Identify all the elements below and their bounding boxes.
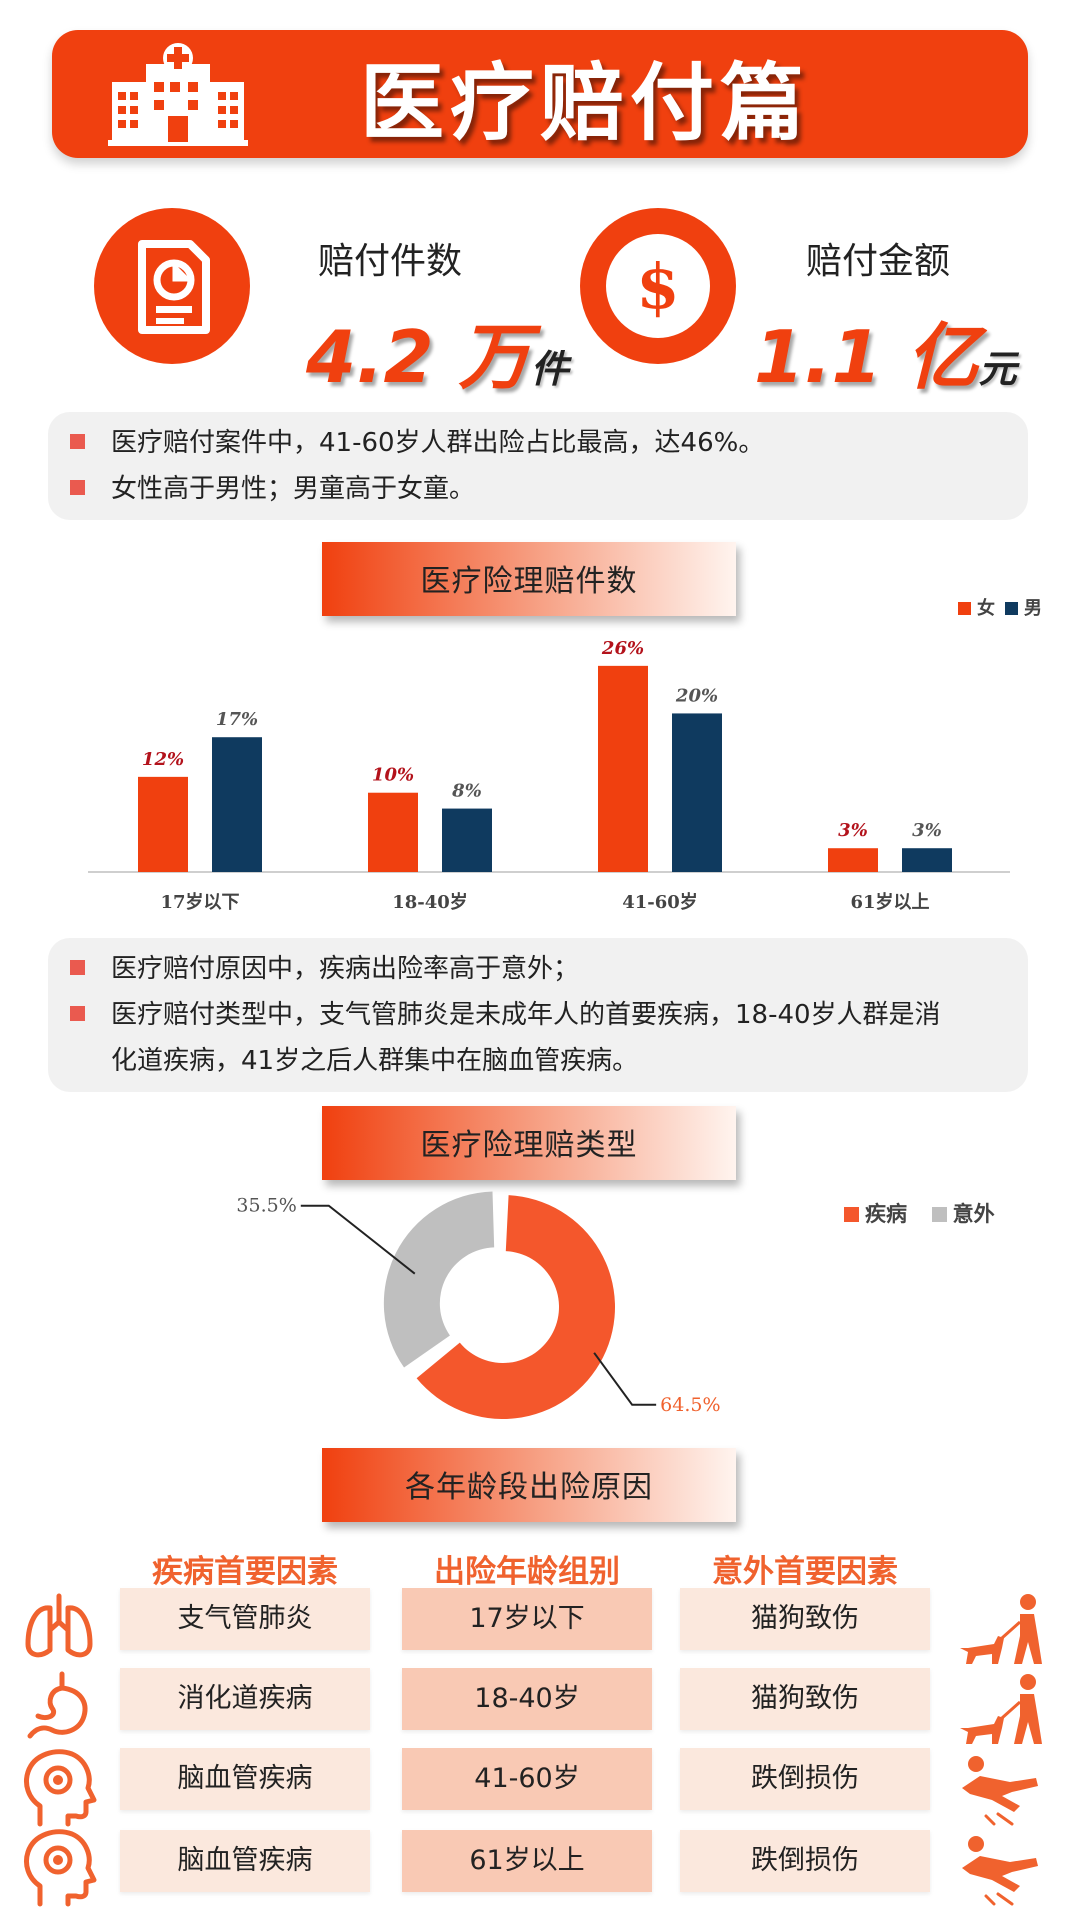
bar-female xyxy=(138,776,188,872)
section-tab-claim-type: 医疗险理赔类型 xyxy=(322,1106,736,1180)
bar-data-label: 26% xyxy=(601,638,644,659)
column-header-disease: 疾病首要因素 xyxy=(152,1554,338,1590)
cell-age-group: 17岁以下 xyxy=(402,1588,652,1650)
bullet-icon xyxy=(70,480,85,495)
note-item: 医疗赔付案件中，41-60岁人群出险占比最高，达46%。 xyxy=(70,420,764,466)
donut-label-accident: 35.5% xyxy=(236,1195,296,1217)
donut-label-disease: 64.5% xyxy=(660,1394,720,1416)
dog-walker-icon xyxy=(958,1592,1044,1668)
section-tab-causes-by-age: 各年龄段出险原因 xyxy=(322,1448,736,1522)
legend-swatch-disease xyxy=(844,1207,859,1222)
cell-accident: 猫狗致伤 xyxy=(680,1668,930,1730)
legend-swatch-accident xyxy=(931,1207,947,1222)
summary-notes-2: 医疗赔付原因中，疾病出险率高于意外； 医疗赔付类型中，支气管肺炎是未成年人的首要… xyxy=(48,938,1028,1092)
cell-disease: 脑血管疾病 xyxy=(120,1830,370,1892)
claims-amount-value: 1.1 亿元 xyxy=(754,315,1017,399)
bullet-icon xyxy=(70,434,85,449)
bar-female xyxy=(598,665,648,872)
bar-data-label: 17% xyxy=(216,709,258,730)
cell-accident: 跌倒损伤 xyxy=(680,1748,930,1810)
bar-chart-claims-by-age: 12% 17% 17岁以下 10% 8% 18-40岁 26% 20% 41-60岁 3% 3% 61… xyxy=(88,638,1010,913)
donut-slice-disease xyxy=(416,1195,615,1419)
donut-legend: 疾病 意外 xyxy=(834,1198,995,1228)
column-header-age: 出险年龄组别 xyxy=(434,1554,620,1590)
note-item: 医疗赔付原因中，疾病出险率高于意外； xyxy=(70,946,579,992)
x-tick-label: 41-60岁 xyxy=(622,891,698,913)
note-item: 女性高于男性；男童高于女童。 xyxy=(70,466,475,512)
legend-label-female: 女 xyxy=(977,598,995,619)
section-tab-claim-count: 医疗险理赔件数 xyxy=(322,542,736,616)
dog-walker-icon xyxy=(958,1672,1044,1748)
document-chart-icon xyxy=(138,240,210,334)
leader-line-disease xyxy=(593,1352,657,1406)
bar-male xyxy=(212,737,262,872)
note-item-continued: 化道疾病，41岁之后人群集中在脑血管疾病。 xyxy=(111,1046,639,1076)
page-title: 医疗赔付篇 xyxy=(360,54,811,152)
bar-male xyxy=(442,808,492,872)
claims-count-badge xyxy=(94,208,250,364)
legend-label-male: 男 xyxy=(1024,598,1042,619)
legend-swatch-male xyxy=(1005,602,1018,615)
x-tick-label: 18-40岁 xyxy=(392,891,468,913)
summary-notes-1: 医疗赔付案件中，41-60岁人群出险占比最高，达46%。 女性高于男性；男童高于… xyxy=(48,412,1028,520)
x-tick-label: 61岁以上 xyxy=(850,891,929,913)
bar-data-label: 3% xyxy=(838,820,868,841)
claims-count-label: 赔付件数 xyxy=(318,241,463,282)
cell-disease: 支气管肺炎 xyxy=(120,1588,370,1650)
bar-legend: 女男 xyxy=(948,594,1042,620)
claims-amount-badge: $ xyxy=(580,208,736,364)
bullet-icon xyxy=(70,1006,85,1021)
hospital-icon xyxy=(108,43,248,146)
cell-disease: 脑血管疾病 xyxy=(120,1748,370,1810)
brain-head-icon xyxy=(18,1824,98,1908)
bar-male xyxy=(902,848,952,872)
falling-person-icon xyxy=(958,1834,1044,1906)
cell-accident: 跌倒损伤 xyxy=(680,1830,930,1892)
bar-data-label: 20% xyxy=(675,685,718,706)
bar-data-label: 10% xyxy=(372,765,414,786)
bar-female xyxy=(828,848,878,872)
section-title: 医疗险理赔件数 xyxy=(420,564,638,599)
cell-age-group: 18-40岁 xyxy=(402,1668,652,1730)
dollar-icon: $ xyxy=(606,234,710,338)
cell-disease: 消化道疾病 xyxy=(120,1668,370,1730)
x-tick-label: 17岁以下 xyxy=(160,891,239,913)
legend-swatch-female xyxy=(958,602,971,615)
bar-male xyxy=(672,713,722,872)
falling-person-icon xyxy=(958,1754,1044,1826)
donut-chart-claim-type: 64.5% 35.5% xyxy=(236,1191,721,1419)
dollar-symbol: $ xyxy=(636,250,679,323)
stomach-icon xyxy=(22,1668,96,1742)
bar-data-label: 12% xyxy=(142,749,184,770)
section-title: 各年龄段出险原因 xyxy=(405,1470,653,1505)
leader-line-accident xyxy=(300,1204,416,1275)
bullet-icon xyxy=(70,960,85,975)
claims-count-value: 4.2 万件 xyxy=(306,315,569,399)
claims-amount-label: 赔付金额 xyxy=(806,241,951,282)
legend-label-disease: 疾病 xyxy=(865,1201,907,1226)
cell-age-group: 61岁以上 xyxy=(402,1830,652,1892)
column-header-accident: 意外首要因素 xyxy=(712,1554,898,1590)
note-item: 医疗赔付类型中，支气管肺炎是未成年人的首要疾病，18-40岁人群是消 xyxy=(70,992,941,1038)
donut-slice-accident xyxy=(383,1191,495,1368)
cell-age-group: 41-60岁 xyxy=(402,1748,652,1810)
brain-head-icon xyxy=(18,1744,98,1828)
section-title: 医疗险理赔类型 xyxy=(420,1128,638,1163)
cell-accident: 猫狗致伤 xyxy=(680,1588,930,1650)
lungs-icon xyxy=(20,1588,98,1666)
bar-data-label: 3% xyxy=(912,820,942,841)
legend-label-accident: 意外 xyxy=(952,1201,995,1226)
bar-data-label: 8% xyxy=(451,781,482,802)
bar-female xyxy=(368,792,418,872)
